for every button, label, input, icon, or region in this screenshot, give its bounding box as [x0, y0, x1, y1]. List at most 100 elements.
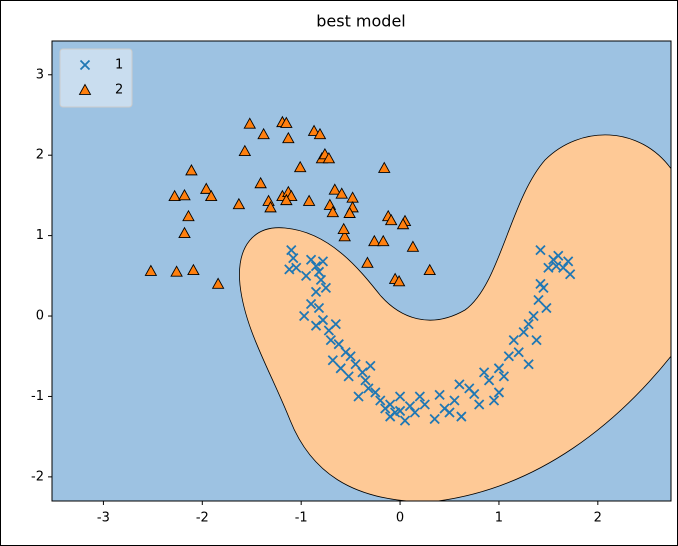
triangle-marker — [406, 240, 420, 252]
cross-marker — [434, 389, 445, 400]
triangle-marker — [377, 161, 391, 173]
cross-marker — [454, 379, 465, 390]
triangle-marker — [423, 263, 436, 276]
x-tick-label: 1 — [495, 511, 503, 526]
x-tick-label: 2 — [594, 511, 602, 526]
triangle-marker — [187, 263, 200, 276]
triangle-marker — [337, 222, 350, 235]
triangle-marker — [313, 127, 327, 140]
cross-marker — [563, 256, 574, 267]
cross-marker — [523, 359, 534, 370]
cross-marker — [284, 264, 295, 275]
legend-box — [59, 48, 133, 108]
y-tick-label: 1 — [36, 228, 44, 243]
x-tick-label: -3 — [97, 511, 110, 526]
marks — [144, 115, 576, 426]
triangle-marker — [293, 160, 307, 173]
cross-marker — [357, 367, 368, 378]
triangle-marker — [232, 197, 246, 210]
triangle-marker — [185, 164, 198, 176]
cross-marker — [394, 405, 406, 417]
cross-marker — [305, 254, 317, 265]
triangle-marker — [144, 264, 158, 276]
triangle-marker — [243, 117, 257, 129]
triangle-marker — [384, 213, 398, 226]
cross-marker — [414, 391, 425, 402]
legend: 12 — [78, 58, 123, 98]
triangle-marker — [343, 206, 356, 218]
triangle-marker — [326, 205, 340, 218]
cross-marker — [79, 59, 91, 71]
triangle-marker — [322, 151, 336, 164]
cross-marker — [325, 335, 336, 346]
cross-marker — [488, 395, 500, 406]
cross-marker — [419, 399, 430, 410]
cross-marker — [310, 320, 322, 331]
x-tick-label: -1 — [295, 511, 308, 526]
cross-marker — [444, 407, 455, 418]
cross-marker — [360, 375, 371, 386]
cross-marker — [528, 310, 539, 322]
y-tick-label: 0 — [36, 309, 44, 324]
triangle-marker — [368, 234, 381, 247]
cross-marker — [456, 411, 467, 422]
cross-marker — [469, 388, 480, 400]
cross-marker — [518, 326, 529, 338]
cross-marker — [335, 363, 346, 374]
cross-marker — [286, 244, 297, 256]
triangle-marker — [257, 127, 270, 140]
triangle-marker — [204, 189, 218, 202]
triangle-marker — [178, 226, 191, 239]
triangle-marker — [376, 234, 390, 247]
cross-marker — [543, 262, 554, 273]
triangle-marker — [280, 116, 293, 128]
x-tick-label: -2 — [196, 511, 209, 526]
cross-marker — [503, 351, 514, 362]
triangle-marker — [182, 209, 195, 222]
cross-marker — [365, 360, 376, 372]
triangle-marker — [78, 83, 92, 95]
triangle-marker — [282, 131, 295, 144]
cross-marker — [317, 314, 329, 326]
triangle-marker — [199, 182, 213, 194]
triangle-marker — [280, 193, 293, 206]
cross-marker — [299, 310, 310, 322]
cross-marker — [343, 371, 354, 382]
cross-marker — [300, 270, 312, 281]
cross-marker — [478, 367, 490, 378]
triangle-marker — [392, 275, 406, 287]
cross-marker — [399, 415, 411, 426]
y-tick-label: -2 — [31, 469, 44, 484]
y-tick-label: 2 — [36, 148, 44, 163]
cross-marker — [483, 375, 495, 386]
cross-marker — [523, 318, 534, 330]
region-class-2 — [239, 134, 671, 501]
y-tick-label: 3 — [36, 67, 44, 82]
cross-marker — [429, 413, 440, 425]
cross-marker — [565, 269, 576, 280]
cross-marker — [320, 282, 332, 294]
cross-marker — [315, 274, 327, 285]
x-tick-label: 0 — [396, 511, 404, 526]
cross-marker — [345, 351, 356, 362]
triangle-marker — [361, 256, 374, 268]
cross-marker — [288, 252, 299, 264]
cross-marker — [317, 256, 329, 267]
cross-marker — [353, 391, 364, 402]
triangle-marker — [168, 189, 181, 202]
cross-marker — [493, 363, 505, 374]
cross-marker — [535, 244, 546, 256]
triangle-marker — [254, 176, 267, 189]
cross-marker — [498, 371, 510, 382]
cross-marker — [533, 294, 544, 306]
cross-marker — [508, 335, 519, 346]
triangle-marker — [338, 229, 351, 242]
triangle-marker — [264, 201, 277, 213]
cross-marker — [313, 266, 325, 277]
cross-marker — [531, 335, 542, 346]
triangle-marker — [396, 217, 410, 230]
cross-marker — [553, 250, 564, 261]
cross-marker — [305, 298, 317, 310]
cross-marker — [370, 387, 381, 398]
